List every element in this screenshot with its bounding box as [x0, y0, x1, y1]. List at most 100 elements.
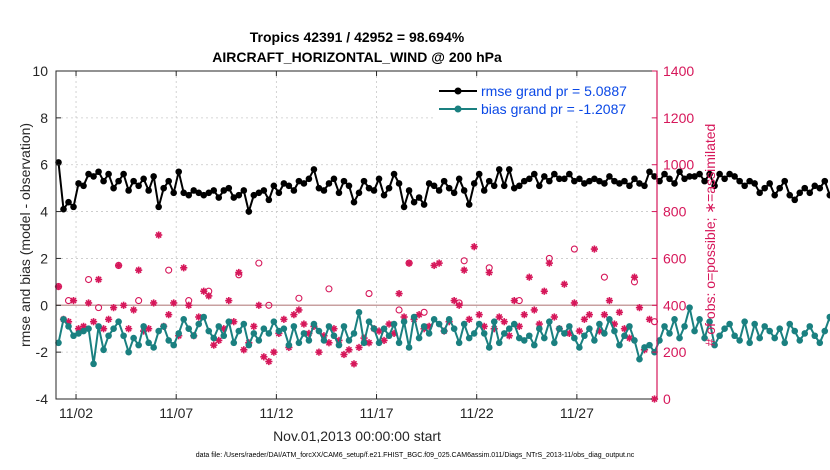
- bias-point: [826, 313, 830, 321]
- bias-point: [566, 323, 573, 330]
- bias-point: [280, 325, 288, 333]
- rmse-point: [786, 191, 794, 199]
- bias-point: [145, 339, 152, 347]
- obs-assimilated-marker: [135, 266, 143, 274]
- rmse-point: [696, 170, 703, 178]
- rmse-point: [55, 159, 62, 166]
- obs-assimilated-marker: [385, 320, 393, 328]
- rmse-point: [70, 203, 77, 211]
- x-tick-label: 11/22: [460, 405, 494, 421]
- obs-assimilated-marker: [465, 315, 473, 323]
- rmse-point: [751, 180, 758, 187]
- rmse-point: [125, 187, 132, 194]
- bias-point: [746, 339, 753, 347]
- obs-assimilated-marker: [405, 259, 413, 267]
- obs-assimilated-marker: [570, 299, 578, 307]
- rmse-point: [410, 198, 418, 206]
- bias-point: [205, 327, 213, 335]
- rmse-point: [490, 182, 498, 190]
- obs-assimilated-marker: [505, 332, 513, 340]
- rmse-point: [651, 173, 658, 180]
- rmse-point: [505, 166, 513, 173]
- rmse-point: [601, 180, 608, 187]
- legend-bias-marker: [454, 105, 462, 113]
- rmse-point: [621, 177, 628, 185]
- bias-point: [410, 313, 418, 321]
- bias-point: [776, 325, 784, 333]
- rmse-point: [821, 177, 829, 185]
- rmse-point: [691, 173, 698, 180]
- bias-point: [581, 332, 588, 340]
- bias-point: [801, 330, 809, 337]
- obs-assimilated-marker: [255, 301, 263, 309]
- rmse-point: [541, 173, 548, 180]
- bias-point: [295, 339, 303, 347]
- bias-point: [90, 360, 97, 368]
- rmse-point: [415, 194, 423, 201]
- bias-point: [395, 339, 403, 347]
- rmse-point: [155, 203, 162, 211]
- rmse-point: [185, 191, 193, 199]
- bias-point: [646, 341, 653, 349]
- bias-point: [736, 337, 743, 344]
- bias-point: [210, 334, 218, 342]
- bias-point: [515, 334, 523, 342]
- bias-point: [420, 323, 428, 330]
- rmse-point: [606, 173, 613, 180]
- rmse-point: [400, 203, 408, 211]
- rmse-point: [115, 177, 122, 185]
- bias-point: [405, 344, 413, 351]
- obs-assimilated-marker: [215, 336, 223, 345]
- bias-point: [160, 323, 167, 330]
- bias-point: [696, 316, 703, 323]
- bias-point: [621, 332, 628, 340]
- bias-point: [415, 334, 423, 342]
- rmse-point: [796, 189, 804, 197]
- y2-tick-label: 600: [663, 250, 687, 266]
- bias-point: [556, 325, 563, 333]
- obs-assimilated-marker: [460, 266, 468, 274]
- rmse-point: [75, 180, 82, 187]
- bias-point: [771, 334, 778, 342]
- bias-point: [591, 337, 598, 344]
- rmse-point: [275, 189, 283, 197]
- rmse-point: [771, 191, 778, 199]
- bias-point: [676, 334, 683, 342]
- bias-point: [711, 341, 718, 349]
- legend: rmse grand pr = 5.0887 bias grand pr = -…: [435, 79, 651, 121]
- obs-possible-marker: [325, 285, 333, 293]
- obs-assimilated-marker: [540, 287, 548, 295]
- obs-assimilated-marker: [125, 325, 133, 333]
- rmse-point: [225, 184, 233, 192]
- y-tick-label: 6: [40, 157, 48, 173]
- rmse-point: [756, 189, 763, 197]
- rmse-point: [525, 175, 533, 183]
- rmse-point: [761, 184, 768, 192]
- rmse-point: [435, 187, 443, 194]
- obs-assimilated-marker: [290, 311, 298, 319]
- rmse-point: [365, 184, 373, 192]
- bias-point: [596, 320, 603, 328]
- bias-point: [385, 332, 393, 340]
- rmse-point: [100, 177, 107, 185]
- rmse-point: [425, 180, 433, 187]
- rmse-point: [711, 182, 718, 190]
- rmse-point: [395, 180, 403, 187]
- bias-point: [821, 327, 829, 335]
- bias-point: [631, 337, 638, 344]
- rmse-point: [265, 196, 273, 204]
- bias-point: [220, 332, 228, 340]
- obs-assimilated-marker: [475, 311, 483, 319]
- bias-point: [350, 330, 358, 337]
- obs-assimilated-marker: [240, 346, 248, 354]
- rmse-point: [405, 187, 413, 194]
- obs-assimilated-marker: [520, 311, 528, 319]
- rmse-series: [55, 159, 830, 216]
- rmse-point: [576, 175, 583, 183]
- rmse-point: [480, 187, 488, 194]
- y-tick-label: -2: [36, 344, 49, 360]
- rmse-point: [636, 180, 643, 187]
- bias-point: [260, 325, 268, 333]
- rmse-point: [300, 180, 308, 187]
- rmse-point: [130, 177, 137, 185]
